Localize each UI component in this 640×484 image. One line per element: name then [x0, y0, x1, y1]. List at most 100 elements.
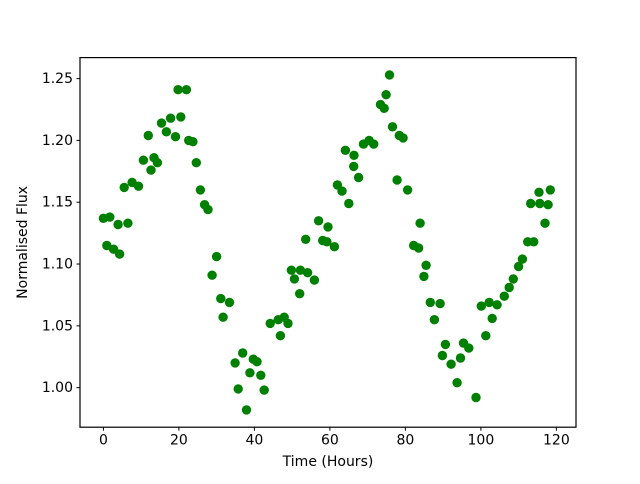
data-point	[337, 186, 347, 196]
x-tick-label: 100	[468, 433, 495, 449]
data-point	[241, 405, 252, 415]
y-tick-label: 1.15	[42, 195, 73, 211]
data-point	[435, 298, 445, 309]
data-point	[437, 350, 448, 361]
data-point	[402, 185, 413, 195]
data-point	[211, 251, 222, 262]
data-point	[535, 198, 545, 209]
data-point	[381, 90, 391, 100]
data-point	[471, 392, 481, 403]
data-point	[181, 85, 192, 95]
data-point	[504, 282, 514, 293]
y-tick-label: 1.20	[42, 133, 73, 149]
data-point	[481, 331, 491, 341]
data-point	[452, 378, 462, 388]
data-point	[113, 219, 123, 230]
data-point	[286, 265, 297, 275]
data-point	[203, 204, 213, 215]
data-point	[188, 137, 198, 147]
data-point	[384, 70, 395, 80]
axis-ticks-group: 0 20 40 60 80 100 120 1.00 1.05 1.10 1.15 1.20 1.25	[42, 71, 570, 449]
data-point	[256, 370, 266, 380]
data-point	[170, 132, 181, 142]
data-point	[455, 353, 466, 363]
data-point	[133, 181, 144, 191]
x-axis-label: Time (Hours)	[282, 454, 374, 470]
data-point	[289, 274, 300, 284]
data-point	[322, 237, 332, 247]
data-point	[329, 242, 340, 252]
y-axis-label: Normalised Flux	[15, 186, 31, 299]
data-point	[238, 348, 248, 358]
y-tick-label: 1.25	[42, 71, 73, 87]
y-tick-label: 1.00	[42, 380, 73, 396]
data-point	[543, 200, 553, 210]
data-point	[349, 161, 359, 172]
data-point	[425, 297, 435, 308]
data-point	[476, 301, 486, 311]
data-point	[138, 155, 149, 165]
data-point	[517, 254, 528, 264]
data-points-group	[98, 70, 555, 415]
data-point	[513, 261, 524, 272]
data-point	[216, 293, 226, 304]
data-point	[259, 385, 269, 395]
data-point	[398, 133, 408, 143]
data-point	[413, 243, 424, 253]
x-tick-label: 0	[99, 433, 108, 449]
x-tick-label: 20	[170, 433, 188, 449]
data-point	[119, 182, 129, 193]
data-point	[165, 113, 176, 123]
data-point	[387, 122, 398, 132]
data-point	[161, 127, 172, 137]
data-point	[173, 85, 183, 95]
data-point	[526, 198, 536, 209]
data-point	[499, 291, 509, 301]
data-point	[313, 216, 324, 226]
data-point	[275, 331, 286, 341]
data-point	[233, 384, 243, 394]
data-point	[191, 158, 201, 168]
data-point	[379, 103, 389, 114]
data-point	[340, 145, 351, 155]
data-point	[421, 260, 431, 270]
data-point	[446, 359, 456, 369]
y-tick-label: 1.10	[42, 257, 73, 273]
data-point	[487, 313, 497, 324]
data-point	[295, 289, 305, 299]
data-point	[349, 150, 359, 160]
data-point	[224, 297, 235, 308]
data-point	[492, 300, 502, 310]
data-point	[344, 198, 354, 209]
data-point	[156, 118, 167, 128]
x-tick-label: 120	[543, 433, 570, 449]
data-point	[146, 165, 156, 175]
data-point	[302, 268, 313, 278]
data-point	[464, 343, 474, 353]
data-point	[540, 218, 550, 228]
x-tick-label: 80	[396, 433, 414, 449]
data-point	[245, 368, 255, 378]
data-point	[252, 357, 262, 367]
data-point	[176, 112, 186, 122]
data-point	[207, 270, 217, 280]
data-point	[230, 358, 240, 368]
data-point	[419, 271, 429, 282]
data-point	[534, 187, 544, 197]
data-point	[508, 274, 518, 284]
data-point	[369, 139, 379, 149]
data-point	[301, 234, 311, 244]
data-point	[484, 297, 494, 308]
data-point	[440, 339, 451, 350]
data-point	[353, 172, 364, 183]
data-point	[295, 265, 306, 275]
data-point	[265, 318, 275, 329]
data-point	[114, 249, 125, 259]
data-point	[152, 158, 163, 168]
data-point	[123, 218, 133, 228]
data-point	[323, 222, 333, 232]
data-point	[309, 275, 320, 285]
data-point	[105, 212, 115, 222]
data-point	[143, 130, 153, 141]
